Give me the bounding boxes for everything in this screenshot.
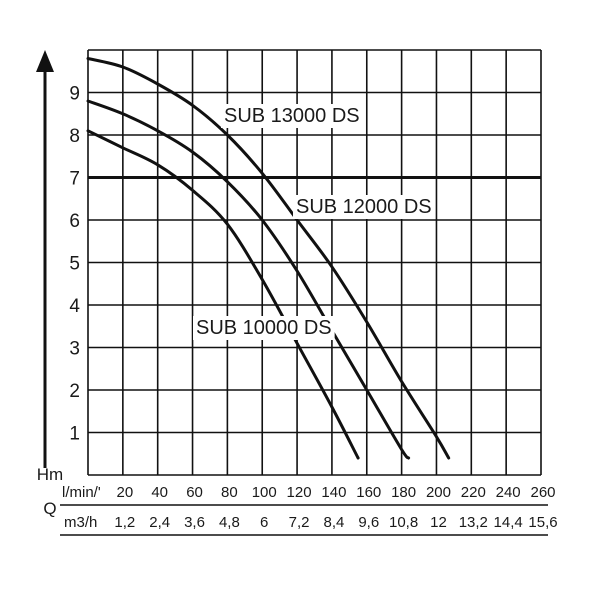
series-label-sub-13000-ds: SUB 13000 DS [224, 105, 360, 127]
x-tick-label-lmin: 140 [321, 484, 346, 501]
chart-axes [36, 50, 548, 536]
x-tick-label-lmin: 180 [391, 484, 416, 501]
x-axis-label: Q [43, 499, 56, 518]
y-tick-label: 1 [69, 424, 80, 445]
x-tick-label-lmin: 160 [356, 484, 381, 501]
series-labels: SUB 13000 DS SUB 12000 DS SUB 10000 DS [193, 104, 435, 340]
y-tick-label: 8 [69, 126, 80, 147]
x-tick-label-lmin: 80 [221, 484, 238, 501]
x-tick-label-m3h: 15,6 [528, 514, 557, 531]
series-label-sub-12000-ds: SUB 12000 DS [296, 196, 432, 218]
series-label-backdrop [193, 316, 335, 340]
y-tick-label: 3 [69, 339, 80, 360]
x-tick-label-m3h: 2,4 [149, 514, 170, 531]
series-label-sub-10000-ds: SUB 10000 DS [196, 317, 332, 339]
series-label-backdrop [293, 195, 435, 219]
series-label-sub-13000-ds-group: SUB 13000 DS [221, 104, 363, 128]
x-tick-label-m3h: 1,2 [114, 514, 135, 531]
x-tick-label-m3h: 13,2 [459, 514, 488, 531]
curve-sub-10000-ds [86, 129, 360, 460]
x-tick-label-m3h: 12 [430, 514, 447, 531]
y-tick-label: 5 [69, 254, 80, 275]
x-tick-label-lmin: 200 [426, 484, 451, 501]
series-label-backdrop [221, 104, 363, 128]
x-tick-label-lmin: 40 [151, 484, 168, 501]
x-tick-label-m3h: 7,2 [289, 514, 310, 531]
y-tick-label: 9 [69, 84, 80, 105]
x-unit-lmin: l/min/' [62, 484, 101, 501]
series-label-sub-10000-ds-group: SUB 10000 DS [193, 316, 335, 340]
x-tick-label-m3h: 8,4 [323, 514, 344, 531]
y-tick-label: 4 [69, 296, 80, 317]
y-tick-label: 7 [69, 169, 80, 190]
x-tick-label-lmin: 220 [461, 484, 486, 501]
x-tick-label-lmin: 120 [287, 484, 312, 501]
x-tick-label-lmin: 20 [117, 484, 134, 501]
curve-sub-12000-ds [86, 99, 411, 460]
x-tick-label-lmin: 260 [530, 484, 555, 501]
x-unit-m3h: m3/h [64, 514, 97, 531]
series-label-sub-12000-ds-group: SUB 12000 DS [293, 195, 435, 219]
y-axis-label: Hm [37, 465, 63, 484]
x-tick-label-m3h: 14,4 [494, 514, 523, 531]
x-tick-label-m3h: 3,6 [184, 514, 205, 531]
x-tick-label-m3h: 6 [260, 514, 268, 531]
x-tick-label-m3h: 10,8 [389, 514, 418, 531]
x-tick-label-lmin: 100 [252, 484, 277, 501]
x-tick-label-m3h: 9,6 [358, 514, 379, 531]
x-tick-labels: 20 40 60 80 100 120 140 160 180 200 220 240 260 1,2 2,… [114, 484, 557, 531]
curve-sub-13000-ds [86, 57, 451, 460]
x-tick-label-m3h: 4,8 [219, 514, 240, 531]
y-tick-labels: 1 2 3 4 5 6 7 8 9 [69, 84, 80, 445]
y-tick-label: 2 [69, 381, 80, 402]
x-tick-label-lmin: 240 [496, 484, 521, 501]
y-axis-arrow-icon [36, 50, 54, 72]
x-tick-label-lmin: 60 [186, 484, 203, 501]
y-tick-label: 6 [69, 211, 80, 232]
chart-curves [86, 57, 451, 460]
